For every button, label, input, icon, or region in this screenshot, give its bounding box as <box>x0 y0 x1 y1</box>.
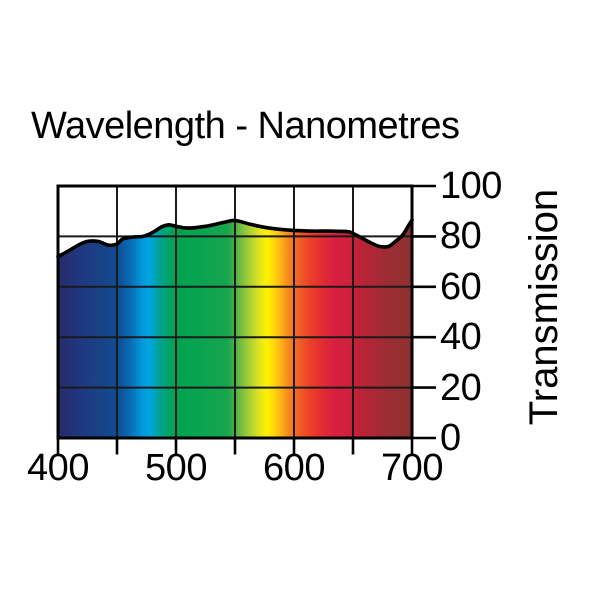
x-tick-label: 700 <box>381 447 443 489</box>
y-tick-label: 60 <box>440 265 482 308</box>
x-tick-label: 500 <box>145 447 207 489</box>
transmission-curve <box>56 218 414 259</box>
x-tick-label: 600 <box>263 447 325 489</box>
y-tick-label: 80 <box>440 215 482 258</box>
y-axis-title: Transmission <box>522 188 566 426</box>
y-tick-label: 100 <box>440 165 502 207</box>
y-tick-label: 20 <box>440 366 482 409</box>
y-tick-label: 40 <box>440 316 482 359</box>
x-tick-label: 400 <box>27 447 89 489</box>
chart-title: Wavelength - Nanometres <box>31 105 460 147</box>
y-tick-label: 0 <box>440 417 461 459</box>
